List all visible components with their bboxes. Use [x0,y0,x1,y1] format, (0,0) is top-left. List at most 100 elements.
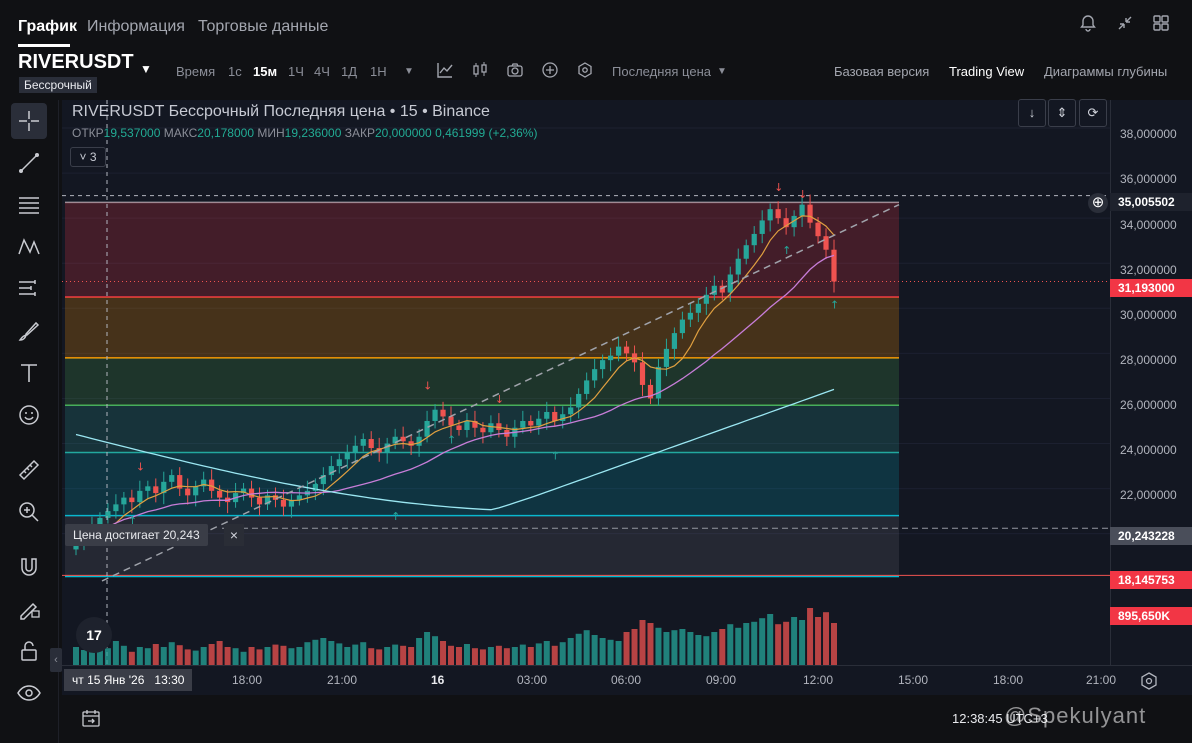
axis-settings-icon[interactable] [1139,671,1159,691]
ruler-icon[interactable] [11,452,47,488]
fib-zone [65,452,899,516]
last-price-label: 31,193000 [1110,279,1192,297]
volume-bar [336,643,343,665]
brush-icon[interactable] [11,313,47,349]
interval-1d[interactable]: 1Д [341,64,358,79]
add-icon[interactable] [541,61,559,82]
volume-bar [815,617,822,665]
magnet-icon[interactable] [11,549,47,585]
zoom-in-icon[interactable] [11,494,47,530]
volume-bar [479,649,486,665]
volume-bar [599,638,606,665]
emoji-icon[interactable] [11,397,47,433]
interval-15m[interactable]: 15м [253,64,278,79]
candle-body [185,488,191,496]
chevron-down-icon[interactable]: ▼ [140,62,152,76]
candle-body [743,245,749,259]
scroll-down-icon[interactable]: ↓ [1018,99,1046,127]
volume-bar [328,641,335,665]
candle-body [352,445,358,453]
volume-bar [631,629,638,665]
candle-body [647,384,654,399]
candle-body [536,418,542,426]
unlock-icon[interactable] [11,633,47,669]
candle-type-icon[interactable] [471,61,489,82]
time-tick: 18:00 [993,673,1024,687]
low-value: 19,236000 [284,126,342,140]
volume-bar [495,645,502,665]
date-range-icon[interactable] [80,707,102,729]
crosshair-price-label: 35,005502 [1110,193,1192,211]
candle-body [711,285,717,295]
candle-body [528,420,534,426]
high-value: 20,178000 [197,126,255,140]
candle-body [272,495,279,500]
volume-bar [264,647,271,665]
text-icon[interactable] [11,355,47,391]
settings-icon[interactable] [576,61,594,82]
time-axis[interactable] [62,665,1192,696]
volume-bar [679,629,686,665]
indicators-icon[interactable] [436,61,454,82]
view-depth[interactable]: Диаграммы глубины [1044,64,1168,79]
candle-body [312,484,318,491]
collapse-icon[interactable] [1114,13,1136,35]
collapse-rail-icon[interactable]: ‹ [50,648,62,672]
volume-bar [703,636,710,665]
view-basic[interactable]: Базовая версия [834,64,930,79]
volume-bar [791,617,798,665]
interval-1w[interactable]: 1Н [370,64,387,79]
view-tradingview[interactable]: Trading View [949,64,1025,79]
close-icon[interactable]: × [224,524,244,546]
signal-arrow: ↑ [782,244,791,257]
interval-more-icon[interactable]: ▼ [404,66,414,77]
chart-pane[interactable]: ↓ ↑ ↑ ↑ ↓ ↓ ↓ ↓ ↑ ↑ ↑ ↑ [62,100,1110,665]
eye-icon[interactable] [11,675,47,711]
price-tick: 32,000000 [1120,263,1177,277]
price-alert-label[interactable]: Цена достигает 20,243 [65,524,208,546]
volume-bar [647,623,654,665]
fib-retracement-icon[interactable] [11,187,47,223]
forecast-icon[interactable] [11,271,47,307]
price-tick: 36,000000 [1120,172,1177,186]
crosshair-icon[interactable] [11,103,47,139]
camera-icon[interactable] [506,61,524,82]
refresh-icon[interactable]: ⟳ [1079,99,1107,127]
trend-line-icon[interactable] [11,145,47,181]
volume-bar [424,632,431,665]
add-alert-icon[interactable]: ⊕ [1088,193,1108,213]
tab-trading-data[interactable]: Торговые данные [198,18,329,35]
lock-drawing-icon[interactable] [11,591,47,627]
volume-bar [400,645,407,665]
bell-icon[interactable] [1077,13,1099,35]
price-tick: 22,000000 [1120,488,1177,502]
volume-bar [727,624,734,665]
price-chart[interactable]: ↓ ↑ ↑ ↑ ↓ ↓ ↓ ↓ ↑ ↑ ↑ ↑ [62,100,1110,665]
volume-bar [535,643,542,665]
ma-short-line [75,215,835,544]
price-type-chevron-icon[interactable]: ▼ [717,66,727,77]
tab-chart[interactable]: График [18,18,77,35]
symbol-selector[interactable]: RIVERUSDT [18,51,134,73]
candle-body [280,499,287,507]
pattern-icon[interactable] [11,229,47,265]
candle-body [687,312,693,320]
interval-4h[interactable]: 4Ч [314,64,330,79]
volume-bar [623,632,630,665]
interval-1s[interactable]: 1с [228,64,242,79]
volume-bar [783,621,790,665]
tab-info[interactable]: Информация [87,18,185,35]
candle-body [655,366,662,399]
grid-icon[interactable] [1150,13,1172,35]
price-type-select[interactable]: Последняя цена [612,64,711,79]
collapse-panes-icon[interactable]: ⇕ [1048,99,1076,127]
volume-bar [799,620,806,665]
volume-bar [607,639,614,665]
interval-1h[interactable]: 1Ч [288,64,304,79]
candle-body [73,542,79,550]
top-tabs [0,0,1192,48]
signal-arrow: ↑ [391,510,400,523]
open-label: ОТКР [72,126,104,140]
indicators-toggle[interactable]: ˅ 3 [70,147,106,167]
clock[interactable]: 12:38:45 UTC+3 [952,711,1048,726]
